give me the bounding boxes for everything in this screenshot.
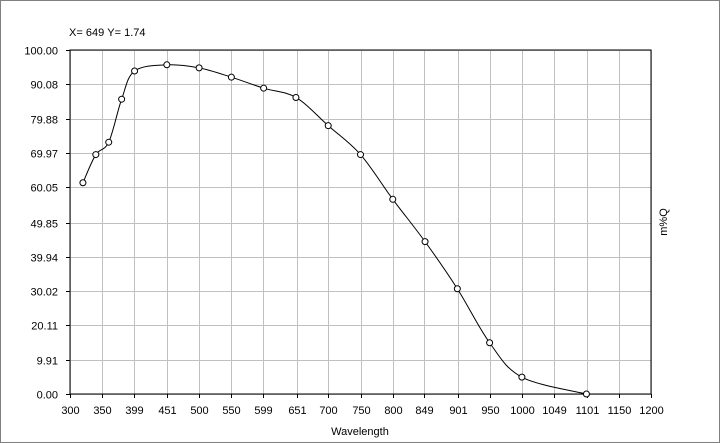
x-tick-label: 500: [190, 405, 208, 417]
cursor-readout: X= 649 Y= 1.74: [69, 27, 146, 39]
x-tick-label: 1200: [639, 405, 663, 417]
plot-area[interactable]: [69, 49, 652, 395]
x-tick-label: 550: [222, 405, 240, 417]
x-tick-label: 750: [352, 405, 370, 417]
data-point: [292, 93, 300, 101]
x-tick-label: 1150: [608, 405, 632, 417]
y-tick-label: 49.85: [30, 219, 58, 231]
readout-x-label: X=: [69, 27, 83, 39]
y-tick-label: 79.88: [30, 115, 58, 127]
y-tick-label: 69.97: [30, 149, 58, 161]
data-point: [92, 151, 100, 159]
x-tick-label: 1000: [510, 405, 534, 417]
data-point: [518, 373, 526, 381]
data-point: [260, 84, 268, 92]
readout-y-value: 1.74: [124, 27, 146, 39]
y-tick-label: 39.94: [30, 253, 58, 265]
data-point: [486, 339, 494, 347]
grid: [70, 50, 652, 395]
x-tick-label: 700: [319, 405, 337, 417]
x-tick-label: 849: [415, 405, 433, 417]
data-point: [453, 285, 461, 293]
x-tick-label: 651: [288, 405, 306, 417]
series-line: [82, 64, 587, 395]
y-tick-label: 20.11: [31, 321, 58, 333]
y-tick-label: 90.08: [30, 80, 58, 92]
data-point: [131, 67, 139, 75]
data-point: [118, 95, 126, 103]
series: [79, 61, 590, 398]
data-point: [421, 238, 429, 246]
x-tick-label: 350: [93, 405, 111, 417]
x-axis-label: Wavelength: [331, 426, 389, 438]
x-tick-label: 1049: [542, 405, 566, 417]
x-tick-label: 800: [384, 405, 402, 417]
x-tick-label: 901: [449, 405, 467, 417]
x-axis: 300 350 399 451 500 550 599 651 700 750 800 849 901 9…: [61, 394, 664, 417]
data-point: [163, 61, 171, 69]
y-tick-label: 60.05: [30, 183, 58, 195]
data-point: [195, 64, 203, 72]
y-axis: 0.00 9.91 20.11 30.02 39.94 49.85 60.05 69.97 79…: [24, 46, 70, 402]
data-point: [357, 151, 364, 159]
x-tick-label: 950: [481, 405, 499, 417]
y-tick-label: 9.91: [37, 356, 58, 368]
data-point: [227, 73, 235, 81]
x-tick-label: 1101: [576, 405, 600, 417]
y-axis-label: m%Q: [658, 208, 670, 236]
y-tick-label: 30.02: [30, 287, 58, 299]
x-tick-label: 599: [254, 405, 272, 417]
data-point: [105, 138, 113, 146]
data-point: [389, 195, 397, 203]
y-tick-label: 0.00: [37, 390, 58, 402]
data-point: [79, 179, 87, 187]
data-point: [582, 390, 590, 398]
x-tick-label: 399: [125, 405, 143, 417]
x-tick-label: 451: [158, 405, 176, 417]
data-point: [324, 122, 332, 130]
y-tick-label: 100.00: [24, 46, 58, 58]
readout-y-label: Y=: [107, 27, 122, 39]
readout-x-value: 649: [85, 27, 105, 39]
x-tick-label: 300: [61, 405, 79, 417]
